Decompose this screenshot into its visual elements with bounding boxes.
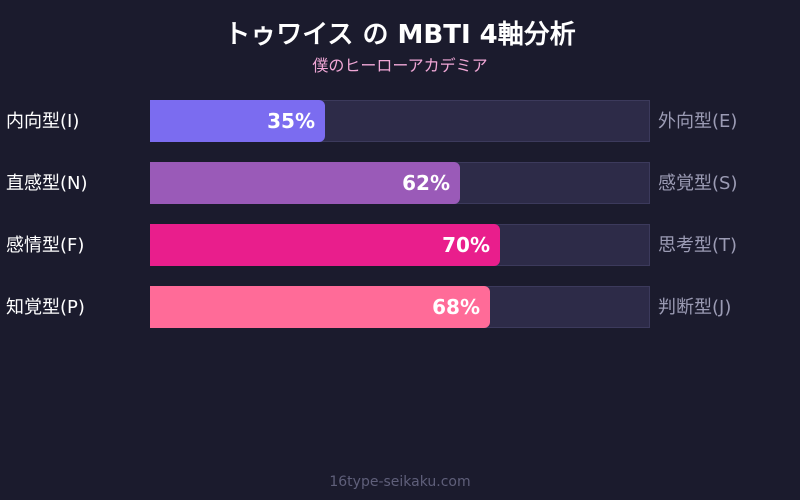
bar-fill: [150, 100, 325, 142]
bar-right-label: 外向型(E): [658, 111, 738, 132]
chart-title: トゥワイス の MBTI 4軸分析: [224, 20, 576, 50]
bar-value-label: 35%: [267, 109, 315, 133]
bar-row: 内向型(I) 35% 外向型(E): [0, 100, 800, 144]
bar-right-label: 感覚型(S): [658, 173, 738, 194]
bar-right-label: 思考型(T): [658, 235, 738, 256]
bar-value-label: 70%: [442, 233, 490, 257]
bar-row: 直感型(N) 62% 感覚型(S): [0, 162, 800, 206]
bar-left-label: 内向型(I): [6, 111, 80, 132]
bar-right-label: 判断型(J): [658, 297, 732, 318]
bar-fill: [150, 224, 500, 266]
bar-left-label: 知覚型(P): [6, 297, 85, 318]
chart-subtitle: 僕のヒーローアカデミア: [312, 56, 488, 75]
bar-fill: [150, 286, 490, 328]
footer-source: 16type-seikaku.com: [329, 474, 471, 490]
bar-fill: [150, 162, 460, 204]
bar-row: 感情型(F) 70% 思考型(T): [0, 224, 800, 268]
bar-left-label: 感情型(F): [6, 235, 85, 256]
bar-value-label: 68%: [432, 295, 480, 319]
bar-left-label: 直感型(N): [6, 173, 88, 194]
bar-row: 知覚型(P) 68% 判断型(J): [0, 286, 800, 330]
bar-value-label: 62%: [402, 171, 450, 195]
